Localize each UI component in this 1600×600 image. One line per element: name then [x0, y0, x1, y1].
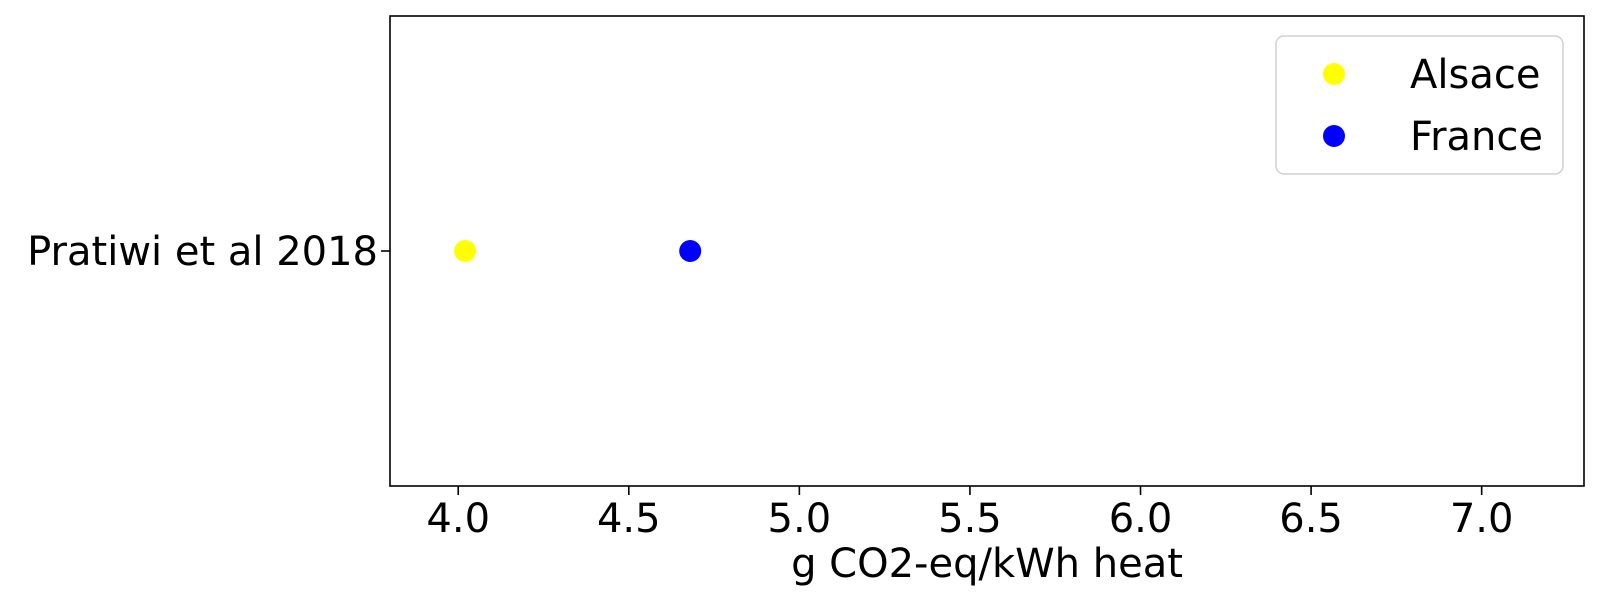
legend-label-alsace: Alsace	[1410, 52, 1540, 98]
legend-label-france: France	[1410, 114, 1543, 160]
x-axis-title: g CO2-eq/kWh heat	[791, 541, 1183, 587]
x-tick-label: 4.0	[426, 496, 490, 542]
data-points-layer	[454, 240, 702, 262]
y-tick-label: Pratiwi et al 2018	[27, 229, 378, 275]
legend-box	[1275, 35, 1564, 175]
x-tick-label: 6.0	[1109, 496, 1173, 542]
x-tick-label: 5.5	[938, 496, 1002, 542]
legend-marker-alsace	[1323, 63, 1345, 85]
x-tick-label: 4.5	[597, 496, 661, 542]
data-point-france	[679, 240, 702, 262]
data-point-alsace	[454, 240, 477, 262]
y-axis-ticks: Pratiwi et al 2018	[27, 229, 390, 275]
legend: Alsace France	[1275, 35, 1564, 175]
x-tick-label: 6.5	[1279, 496, 1343, 542]
legend-marker-france	[1323, 125, 1345, 147]
x-axis-ticks: 4.0 4.5 5.0 5.5 6.0 6.5 7.0	[426, 486, 1513, 542]
x-tick-label: 5.0	[768, 496, 832, 542]
x-tick-label: 7.0	[1450, 496, 1514, 542]
